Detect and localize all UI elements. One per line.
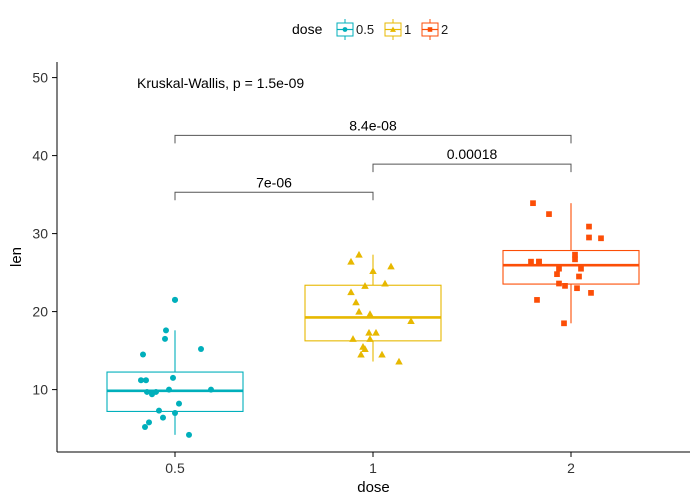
axes: 10 20 30 40 50 0.5 1 2 (32, 62, 690, 476)
legend: dose 0.5 1 2 (292, 19, 448, 40)
data-point (536, 258, 542, 265)
bracket-0.5-1: 7e-06 (174, 174, 374, 201)
bracket-p-value: 0.00018 (447, 146, 498, 162)
data-point (534, 297, 540, 303)
data-point (359, 342, 367, 350)
data-point (561, 320, 567, 327)
data-point (186, 431, 192, 438)
legend-label: 1 (404, 22, 411, 37)
data-point (576, 273, 582, 280)
data-point (170, 374, 176, 381)
legend-label: 0.5 (356, 22, 374, 37)
data-point (546, 211, 552, 217)
y-tick-label: 50 (32, 70, 48, 86)
data-point (395, 357, 403, 365)
bracket-p-value: 7e-06 (256, 174, 292, 190)
box-2 (502, 203, 640, 324)
data-point (163, 327, 169, 334)
x-tick-label: 1 (369, 460, 377, 476)
x-ticks: 0.5 1 2 (165, 452, 575, 476)
data-point (586, 234, 592, 241)
legend-key-marker (342, 27, 348, 32)
y-tick-label: 30 (32, 226, 48, 242)
data-point (352, 298, 360, 306)
plot-area: 7e-06 0.00018 8.4e-08 (106, 117, 640, 438)
legend-item-2: 2 (421, 19, 448, 40)
data-point (166, 386, 172, 393)
data-point (144, 388, 150, 395)
legend-item-0.5: 0.5 (336, 19, 374, 40)
x-axis-title: dose (357, 479, 390, 496)
data-point (355, 250, 363, 258)
legend-title: dose (292, 21, 323, 37)
data-point (160, 414, 166, 421)
data-point (357, 350, 365, 358)
data-point (198, 346, 204, 353)
bracket-0.5-2: 8.4e-08 (174, 117, 572, 144)
data-point (562, 283, 568, 289)
data-point (586, 223, 592, 230)
data-point (347, 288, 355, 296)
data-point (162, 335, 168, 342)
data-point (530, 200, 536, 207)
data-point (366, 335, 374, 342)
data-point (172, 296, 178, 303)
data-point (407, 317, 415, 324)
data-point (572, 251, 578, 258)
data-point (578, 265, 584, 272)
data-point (142, 424, 148, 431)
boxes (106, 203, 640, 435)
data-point (153, 388, 159, 395)
data-point (146, 419, 152, 426)
data-point (387, 262, 395, 270)
data-point (355, 307, 363, 315)
data-point (361, 282, 369, 289)
box-iqr (304, 284, 442, 342)
y-tick-label: 40 (32, 148, 48, 164)
bracket-p-value: 8.4e-08 (349, 117, 397, 133)
y-tick-label: 10 (32, 382, 48, 398)
data-point (369, 267, 377, 275)
y-tick-label: 20 (32, 304, 48, 320)
data-point (574, 285, 580, 292)
bracket-1-2: 0.00018 (372, 146, 572, 173)
data-point (372, 328, 380, 336)
x-tick-label: 2 (567, 460, 575, 476)
data-point (378, 350, 386, 358)
data-point (588, 290, 594, 296)
legend-item-1: 1 (384, 19, 411, 40)
data-point (140, 351, 146, 358)
y-ticks: 10 20 30 40 50 (32, 70, 57, 398)
data-point (349, 335, 357, 342)
bracket-line (372, 163, 572, 173)
legend-key-marker (427, 27, 433, 32)
bracket-line (174, 191, 374, 201)
data-point (556, 280, 562, 287)
data-point (143, 377, 149, 384)
data-point (366, 310, 374, 317)
legend-key-marker (390, 26, 396, 32)
data-point (176, 400, 182, 407)
data-point (598, 235, 604, 242)
data-point (347, 257, 355, 265)
data-point (172, 410, 178, 416)
data-point (556, 265, 562, 272)
data-point (365, 328, 373, 336)
data-point (208, 386, 214, 393)
data-point (572, 256, 578, 263)
box-iqr (502, 249, 640, 285)
legend-label: 2 (441, 22, 448, 37)
x-tick-label: 0.5 (165, 460, 185, 476)
data-point (138, 377, 144, 384)
data-point (528, 258, 534, 265)
data-point (156, 407, 162, 414)
kruskal-wallis-annotation: Kruskal-Wallis, p = 1.5e-09 (137, 75, 304, 91)
bracket-line (174, 134, 572, 144)
data-point (381, 279, 389, 287)
comparison-brackets: 7e-06 0.00018 8.4e-08 (174, 117, 572, 201)
data-points (138, 200, 604, 438)
y-axis-title: len (8, 247, 25, 267)
data-point (554, 271, 560, 278)
